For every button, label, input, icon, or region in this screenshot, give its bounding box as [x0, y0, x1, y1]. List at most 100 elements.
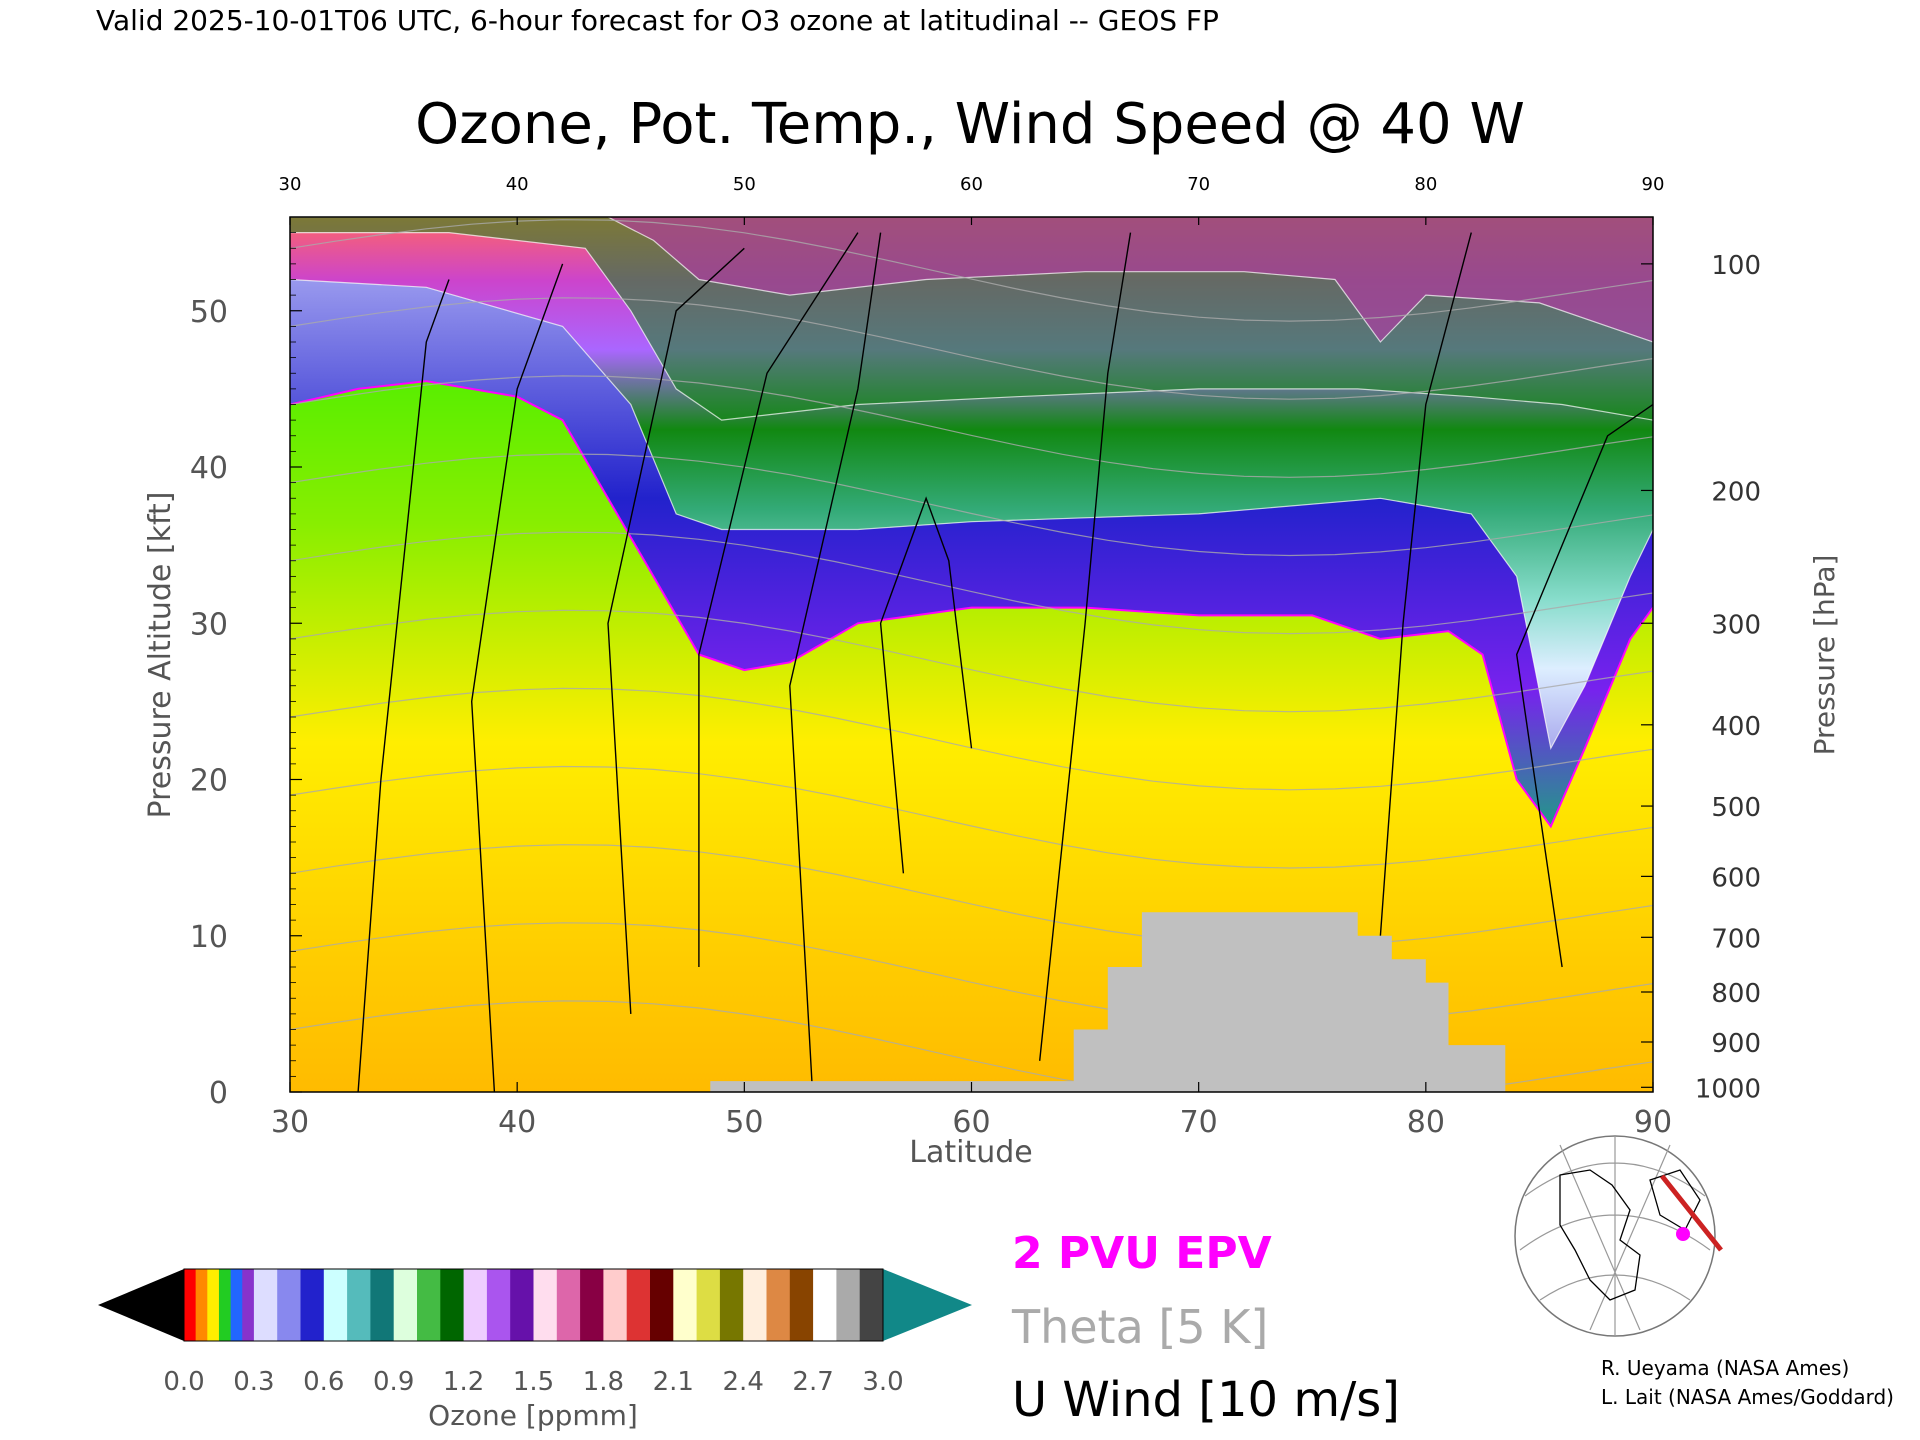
theta-contour [290, 1000, 1653, 1092]
y-tick-label: 40 [190, 451, 228, 486]
x-tick-label: 60 [952, 1105, 990, 1140]
colorbar-swatch [347, 1269, 371, 1341]
x-axis-label: Latitude [909, 1135, 1032, 1170]
credit-line-1: R. Ueyama (NASA Ames) [1601, 1356, 1849, 1380]
colorbar-tick-label: 1.2 [443, 1367, 484, 1397]
ozone-contour-1.5 [290, 217, 1653, 343]
pressure-tick-label: 700 [1711, 924, 1761, 954]
colorbar-swatch [859, 1269, 884, 1341]
x-tick-label: 80 [1407, 1105, 1445, 1140]
pressure-tick-label: 300 [1711, 610, 1761, 640]
colorbar-low-arrow [98, 1269, 184, 1341]
u-wind-contour [470, 263, 564, 1092]
legend: 2 PVU EPV Theta [5 K] U Wind [10 m/s] [1011, 1228, 1400, 1428]
colorbar-swatch [195, 1269, 208, 1341]
colorbar-swatch [813, 1269, 837, 1341]
top-tick-label: 50 [733, 174, 756, 195]
pressure-tick-label: 500 [1711, 793, 1761, 823]
colorbar-swatch [603, 1269, 628, 1341]
top-tick-label: 40 [506, 174, 529, 195]
colorbar-swatch [580, 1269, 604, 1341]
colorbar-tick-label: 1.5 [513, 1367, 554, 1397]
pressure-tick-label: 900 [1711, 1029, 1761, 1059]
theta-contour [290, 297, 1653, 400]
colorbar-swatch [440, 1269, 465, 1341]
y-axis-label-right: Pressure [hPa] [1808, 555, 1841, 756]
colorbar-tick-label: 0.0 [163, 1367, 204, 1397]
chart-title: Ozone, Pot. Temp., Wind Speed @ 40 W [415, 92, 1525, 157]
x-tick-label: 90 [1634, 1105, 1672, 1140]
ozone-colorbar: 0.0 0.3 0.6 0.9 1.2 1.5 1.8 2.1 2.4 2.7 3.0 [98, 1268, 972, 1397]
colorbar-tick-label: 0.3 [233, 1367, 274, 1397]
valid-time-header: Valid 2025-10-01T06 UTC, 6-hour forecast… [96, 4, 1219, 37]
colorbar-swatch [719, 1269, 744, 1341]
u-wind-contour [1379, 232, 1472, 936]
theta-contour [290, 765, 1653, 869]
top-tick-label: 60 [960, 174, 983, 195]
theta-contour [290, 375, 1653, 478]
colorbar-tick-label: 3.0 [862, 1367, 903, 1397]
colorbar-swatch [533, 1269, 558, 1341]
pressure-tick-label: 1000 [1695, 1074, 1761, 1104]
colorbar-swatch [184, 1269, 197, 1341]
colorbar-swatch [417, 1269, 441, 1341]
u-wind-contour [789, 232, 882, 1092]
map-location-dot [1676, 1227, 1690, 1241]
colorbar-swatch [463, 1269, 488, 1341]
top-tick-label: 90 [1642, 174, 1665, 195]
colorbar-tick-label: 0.9 [373, 1367, 414, 1397]
legend-entry: U Wind [10 m/s] [1012, 1372, 1400, 1428]
colorbar-swatch [743, 1269, 767, 1341]
pressure-tick-label: 100 [1711, 251, 1761, 281]
y-tick-label: 0 [209, 1076, 228, 1111]
colorbar-swatch [277, 1269, 301, 1341]
colorbar-swatch [673, 1269, 698, 1341]
x-tick-label: 30 [271, 1105, 309, 1140]
y-axis-label-left: Pressure Altitude [kft] [143, 492, 178, 819]
y-tick-label: 30 [190, 607, 228, 642]
u-wind-contour [607, 247, 745, 1014]
theta-contour [290, 844, 1653, 947]
colorbar-swatch [556, 1269, 581, 1341]
u-wind-contour [357, 279, 450, 1092]
colorbar-tick-label: 2.1 [653, 1367, 694, 1397]
plot-area [290, 217, 1653, 1092]
map-graticule [1519, 1136, 1711, 1336]
locator-map [1514, 1135, 1723, 1337]
colorbar-swatch [510, 1269, 534, 1341]
top-tick-label: 80 [1414, 174, 1437, 195]
epv-2pvu-line [290, 380, 1653, 829]
colorbar-swatch [230, 1269, 243, 1341]
stratosphere-top-fill [290, 217, 1653, 342]
credit-line-2: L. Lait (NASA Ames/Goddard) [1601, 1385, 1894, 1409]
colorbar-swatch [393, 1269, 418, 1341]
u-wind-contour [1515, 403, 1653, 968]
pressure-tick-label: 400 [1711, 712, 1761, 742]
theta-contour [290, 531, 1653, 635]
colorbar-label: Ozone [ppmm] [428, 1399, 638, 1432]
colorbar-high-arrow [883, 1269, 972, 1341]
pressure-tick-label: 200 [1711, 477, 1761, 507]
colorbar-tick-label: 1.8 [583, 1367, 624, 1397]
colorbar-tick-label: 2.7 [792, 1367, 833, 1397]
colorbar-swatch [300, 1269, 325, 1341]
top-tick-label: 30 [279, 174, 302, 195]
colorbar-swatch [207, 1269, 220, 1341]
colorbar-swatch [323, 1269, 348, 1341]
flight-track-line [1660, 1174, 1723, 1252]
colorbar-swatch [650, 1269, 674, 1341]
x-tick-label: 40 [498, 1105, 536, 1140]
colorbar-swatch [789, 1269, 814, 1341]
pressure-tick-label: 800 [1711, 979, 1761, 1009]
colorbar-swatch [626, 1269, 651, 1341]
u-wind-contour [1039, 232, 1132, 1061]
colorbar-swatch [836, 1269, 861, 1341]
u-wind-contour [698, 232, 859, 967]
colorbar-swatch [370, 1269, 395, 1341]
colorbar-swatch [486, 1269, 511, 1341]
theta-contour [290, 609, 1653, 713]
x-tick-label: 70 [1180, 1105, 1218, 1140]
y-tick-label: 20 [190, 764, 228, 799]
legend-entry: Theta [5 K] [1011, 1300, 1268, 1354]
